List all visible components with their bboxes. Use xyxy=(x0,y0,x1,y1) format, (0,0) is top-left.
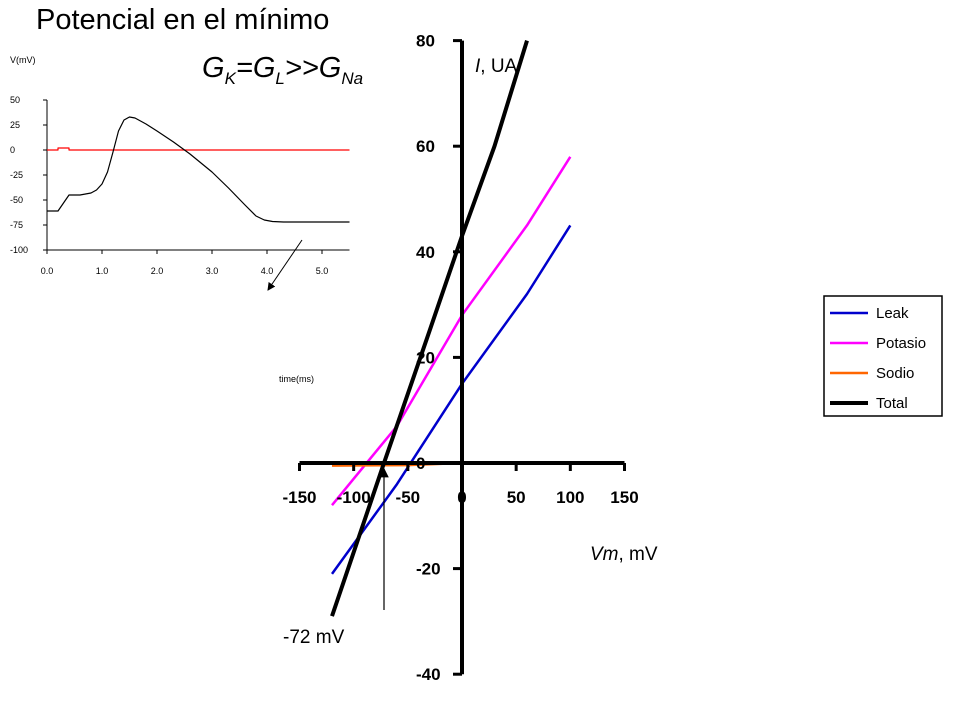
x-tick-label: 0 xyxy=(457,488,466,507)
y-tick-label: -40 xyxy=(416,665,441,684)
inset-stimulus-trace xyxy=(47,147,350,151)
inset-y-tick-label: -50 xyxy=(10,195,23,205)
x-tick-label: 150 xyxy=(610,488,638,507)
y-tick-label: 60 xyxy=(416,137,435,156)
inset-y-tick-label: -75 xyxy=(10,220,23,230)
y-tick-label: 0 xyxy=(416,454,425,473)
x-tick-label: -50 xyxy=(396,488,421,507)
x-axis-var: Vm xyxy=(590,544,619,565)
legend-label-leak: Leak xyxy=(876,305,909,322)
series-leak xyxy=(330,224,572,575)
inset-x-tick-label: 3.0 xyxy=(206,266,219,276)
legend-box xyxy=(823,295,943,417)
inset-x-tick-label: 4.0 xyxy=(261,266,274,276)
series-total xyxy=(330,40,529,617)
inset-y-tick-label: 25 xyxy=(10,120,20,130)
conductance-equation: GK=GL>>GNa xyxy=(202,52,364,88)
y-axis-var: I xyxy=(475,56,481,77)
y-axis-label: I, UA xyxy=(475,56,518,77)
y-axis-unit: , UA xyxy=(480,56,517,77)
y-tick-label: 80 xyxy=(416,32,435,51)
inset-x-tick-label: 5.0 xyxy=(316,266,329,276)
legend-label-sodio: Sodio xyxy=(876,365,914,382)
x-tick-label: -100 xyxy=(337,488,371,507)
legend-label-total: Total xyxy=(876,395,908,412)
inset-y-tick-label: -25 xyxy=(10,170,23,180)
x-tick-label: 100 xyxy=(556,488,584,507)
inset-y-tick-label: 0 xyxy=(10,145,15,155)
inset-x-tick-label: 2.0 xyxy=(151,266,164,276)
series-potasio xyxy=(331,156,572,506)
inset-x-tick-label: 0.0 xyxy=(41,266,54,276)
y-tick-label: -20 xyxy=(416,560,441,579)
inset-voltage-trace xyxy=(47,116,350,223)
inset-x-axis-label: time(ms) xyxy=(279,374,314,384)
y-tick-label: 20 xyxy=(416,348,435,367)
x-axis-unit: , mV xyxy=(619,544,658,565)
inset-y-tick-label: -100 xyxy=(10,245,28,255)
x-tick-label: -150 xyxy=(282,488,316,507)
inset-minimum-arrow xyxy=(267,239,303,291)
inset-x-tick-label: 1.0 xyxy=(96,266,109,276)
x-axis-label: Vm, mV xyxy=(590,544,658,565)
y-tick-label: 40 xyxy=(416,243,435,262)
page-title: Potencial en el mínimo xyxy=(36,4,330,36)
annotation-label: -72 mV xyxy=(283,627,345,648)
legend-label-potasio: Potasio xyxy=(876,335,926,352)
x-tick-label: 50 xyxy=(507,488,526,507)
inset-y-axis-label: V(mV) xyxy=(10,55,36,65)
inset-y-tick-label: 50 xyxy=(10,95,20,105)
